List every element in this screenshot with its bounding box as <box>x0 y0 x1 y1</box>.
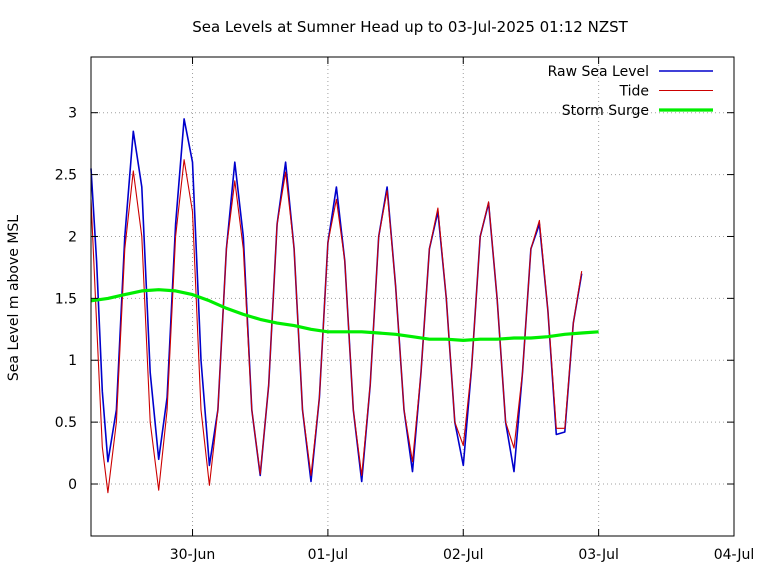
legend-label: Tide <box>618 84 649 100</box>
y-tick-label: 0.5 <box>55 415 77 431</box>
y-tick-label: 2.5 <box>55 168 77 184</box>
y-tick-label: 3 <box>68 106 77 122</box>
y-tick-label: 1 <box>68 353 77 369</box>
x-tick-label: 30-Jun <box>170 547 216 563</box>
legend-label: Storm Surge <box>562 103 649 119</box>
y-tick-label: 2 <box>68 229 77 245</box>
chart-title: Sea Levels at Sumner Head up to 03-Jul-2… <box>192 18 628 36</box>
axis-ticks: 0 0.5 1 1.5 2 2.5 3 30-Jun 01-Jul 02-Jul 03-Jul 04-… <box>55 57 755 563</box>
x-tick-label: 03-Jul <box>578 547 619 563</box>
series-lines <box>90 118 599 494</box>
x-tick-label: 01-Jul <box>308 547 349 563</box>
x-tick-label: 02-Jul <box>443 547 484 563</box>
y-tick-label: 1.5 <box>55 291 77 307</box>
x-tick-label: 04-Jul <box>714 547 755 563</box>
y-tick-label: 0 <box>68 477 77 493</box>
plot-frame <box>90 56 735 537</box>
series-line-3 <box>90 288 599 342</box>
legend: Raw Sea Level Tide Storm Surge <box>548 64 713 119</box>
y-axis-label: Sea Level m above MSL <box>6 215 22 381</box>
legend-label: Raw Sea Level <box>548 64 649 80</box>
series-line-2 <box>90 159 583 494</box>
